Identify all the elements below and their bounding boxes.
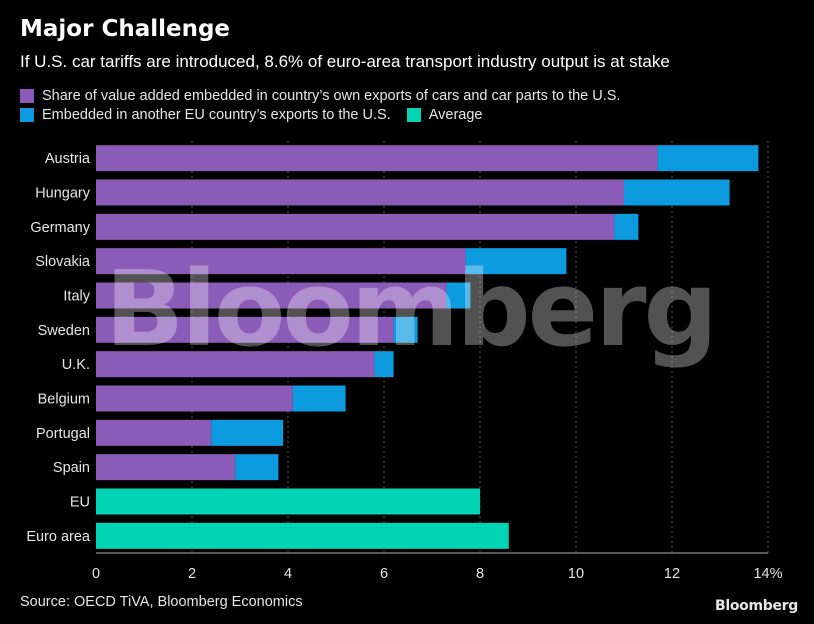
x-tick-label: 0 xyxy=(92,566,100,582)
legend-row-2: Embedded in another EU country’s exports… xyxy=(20,107,498,123)
x-tick-label: 12 xyxy=(664,566,680,582)
bar-other-eu xyxy=(614,213,639,240)
y-tick-label: Slovakia xyxy=(35,254,91,270)
y-tick-label: Portugal xyxy=(36,426,90,442)
legend-item-other-eu: Embedded in another EU country’s exports… xyxy=(20,107,391,123)
y-tick-label: Italy xyxy=(63,289,90,305)
y-tick-label: Belgium xyxy=(38,392,90,408)
x-tick-label: 8 xyxy=(476,566,484,582)
y-tick-label: Sweden xyxy=(38,323,90,339)
y-tick-label: Euro area xyxy=(26,529,91,545)
x-tick-label: 10 xyxy=(568,566,584,582)
bloomberg-watermark: Bloomberg xyxy=(105,248,715,370)
bar-own-exports xyxy=(96,385,293,412)
bar-other-eu xyxy=(393,316,418,343)
y-tick-label: EU xyxy=(70,495,90,511)
legend-item-average: Average xyxy=(406,107,483,123)
bar-own-exports xyxy=(96,248,466,275)
x-tick-label: 6 xyxy=(380,566,388,582)
bar-other-eu xyxy=(446,282,471,309)
legend-label-average: Average xyxy=(428,107,483,123)
bar-other-eu xyxy=(235,454,279,481)
bar-own-exports xyxy=(96,282,447,309)
source-note: Source: OECD TiVA, Bloomberg Economics xyxy=(20,594,303,610)
y-tick-label: Hungary xyxy=(35,186,91,202)
y-tick-label: Austria xyxy=(45,151,91,167)
x-tick-label: 2 xyxy=(188,566,196,582)
y-tick-label: U.K. xyxy=(62,357,90,373)
y-tick-label: Germany xyxy=(30,220,90,236)
legend-label-other-eu: Embedded in another EU country’s exports… xyxy=(42,107,391,123)
bar-own-exports xyxy=(96,454,236,481)
bar-average xyxy=(96,488,480,515)
legend-swatch-own-exports xyxy=(20,89,34,103)
bloomberg-logo: Bloomberg xyxy=(714,598,798,614)
y-tick-label: Spain xyxy=(53,460,90,476)
legend-label-own-exports: Share of value added embedded in country… xyxy=(42,88,621,104)
legend-swatch-other-eu xyxy=(20,108,34,122)
bar-other-eu xyxy=(465,248,567,275)
bar-own-exports xyxy=(96,145,658,172)
bar-own-exports xyxy=(96,351,375,378)
bar-other-eu xyxy=(624,179,730,206)
bar-other-eu xyxy=(292,385,346,412)
x-tick-label: 14% xyxy=(753,566,782,582)
chart-title: Major Challenge xyxy=(20,16,231,42)
bar-other-eu xyxy=(211,419,284,446)
bar-own-exports xyxy=(96,179,624,206)
legend-item-own-exports: Share of value added embedded in country… xyxy=(20,88,620,104)
x-tick-label: 4 xyxy=(284,566,292,582)
bar-own-exports xyxy=(96,419,212,446)
legend-swatch-average xyxy=(406,108,421,122)
chart-subtitle: If U.S. car tariffs are introduced, 8.6%… xyxy=(20,52,670,71)
bar-other-eu xyxy=(657,145,759,172)
bar-own-exports xyxy=(96,316,394,343)
legend-row-1: Share of value added embedded in country… xyxy=(20,88,636,104)
bar-average xyxy=(96,522,509,549)
bar-own-exports xyxy=(96,213,615,240)
bar-other-eu xyxy=(374,351,394,378)
